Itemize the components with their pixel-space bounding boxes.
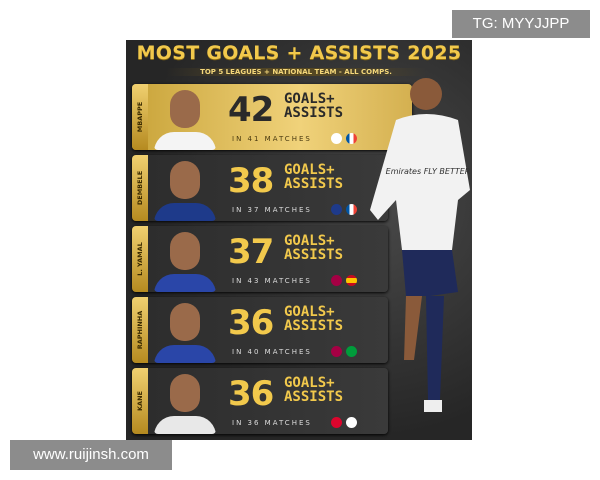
- watermark-top: TG: MYYJJPP: [452, 10, 590, 38]
- goals-assists-label: GOALS+ ASSISTS: [284, 375, 344, 405]
- player-matches: IN 41 MATCHES: [232, 135, 312, 143]
- poster-title: MOST GOALS + ASSISTS 2025: [136, 42, 462, 64]
- barcelona-crest-icon: [331, 275, 342, 286]
- player-total: 37: [228, 232, 274, 272]
- player-portrait: [154, 88, 216, 150]
- player-row: L. YAMAL 37 GOALS+ ASSISTS IN 43 MATCHES: [132, 226, 388, 292]
- hero-player-image: Emirates FLY BETTER: [370, 78, 471, 412]
- player-row: KANE 36 GOALS+ ASSISTS IN 36 MATCHES: [132, 368, 388, 434]
- player-total: 36: [228, 374, 274, 414]
- barcelona-crest-icon: [331, 346, 342, 357]
- player-name-tab: L. YAMAL: [132, 226, 148, 292]
- player-portrait: [154, 230, 216, 292]
- player-name-tab: MBAPPE: [132, 84, 148, 150]
- player-matches: IN 36 MATCHES: [232, 419, 312, 427]
- brazil-flag-icon: [346, 346, 357, 357]
- player-portrait: [154, 301, 216, 363]
- player-total: 36: [228, 303, 274, 343]
- player-row: DEMBELE 38 GOALS+ ASSISTS IN 37 MATCHES: [132, 155, 388, 221]
- france-flag-icon: [346, 133, 357, 144]
- spain-flag-icon: [346, 275, 357, 286]
- real-madrid-crest-icon: [331, 133, 342, 144]
- player-matches: IN 40 MATCHES: [232, 348, 312, 356]
- infographic-poster: MOST GOALS + ASSISTS 2025 TOP 5 LEAGUES …: [126, 40, 472, 440]
- player-total: 38: [228, 161, 274, 201]
- goals-assists-label: GOALS+ ASSISTS: [284, 233, 344, 263]
- player-row: RAPHINHA 36 GOALS+ ASSISTS IN 40 MATCHES: [132, 297, 388, 363]
- player-name: L. YAMAL: [136, 242, 144, 276]
- england-flag-icon: [346, 417, 357, 428]
- player-row: MBAPPE 42 GOALS+ ASSISTS IN 41 MATCHES: [132, 84, 412, 150]
- france-flag-icon: [346, 204, 357, 215]
- player-name-tab: DEMBELE: [132, 155, 148, 221]
- watermark-bottom: www.ruijinsh.com: [10, 440, 172, 470]
- bayern-crest-icon: [331, 417, 342, 428]
- hero-sponsor: Emirates FLY BETTER: [386, 167, 471, 176]
- goals-assists-label: GOALS+ ASSISTS: [284, 304, 344, 334]
- goals-assists-label: GOALS+ ASSISTS: [284, 162, 344, 192]
- player-matches: IN 43 MATCHES: [232, 277, 312, 285]
- player-name-tab: KANE: [132, 368, 148, 434]
- player-total: 42: [228, 90, 274, 130]
- player-portrait: [154, 372, 216, 434]
- poster-subtitle: TOP 5 LEAGUES + NATIONAL TEAM - ALL COMP…: [166, 68, 426, 76]
- goals-assists-label: GOALS+ ASSISTS: [284, 91, 344, 121]
- player-name: RAPHINHA: [136, 310, 144, 350]
- player-portrait: [154, 159, 216, 221]
- psg-crest-icon: [331, 204, 342, 215]
- player-name: DEMBELE: [136, 170, 144, 206]
- player-name: MBAPPE: [136, 101, 144, 133]
- player-name-tab: RAPHINHA: [132, 297, 148, 363]
- player-name: KANE: [136, 391, 144, 411]
- player-matches: IN 37 MATCHES: [232, 206, 312, 214]
